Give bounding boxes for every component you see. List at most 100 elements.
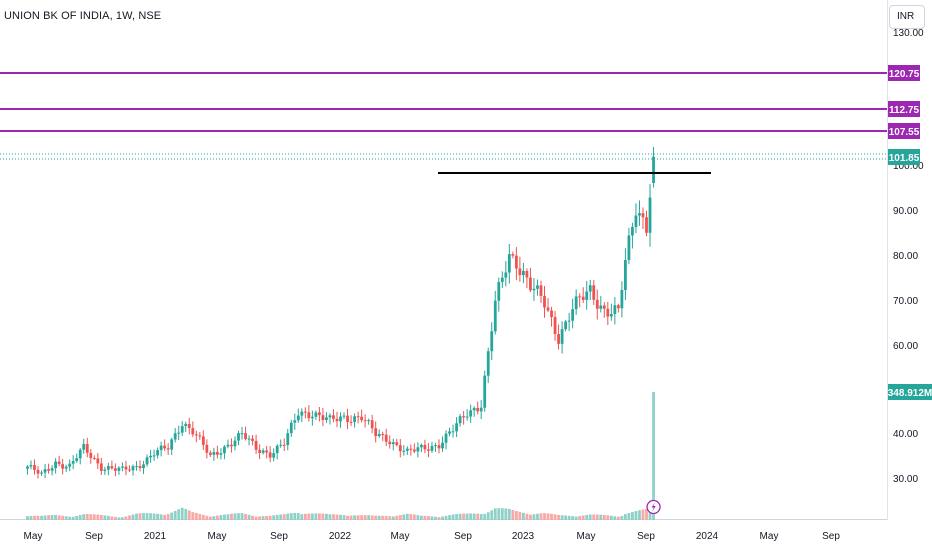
candle-body [54,461,58,469]
candle-body [99,463,103,471]
y-tick-label: 80.00 [893,251,918,262]
volume-bar [518,511,522,520]
volume-bar [539,513,543,520]
volume-bar [226,514,230,520]
volume-bar [620,515,624,520]
candle-body [152,455,156,457]
x-tick-label: 2024 [696,531,719,542]
volume-bar [578,516,582,520]
volume-bar [149,513,152,520]
candle-body [247,438,251,440]
candle-body [198,435,202,437]
volume-bar [335,514,339,520]
volume-bar [437,517,441,520]
candle-body [479,407,483,412]
volume-bar [543,513,546,520]
volume-bar [346,515,349,520]
candle-body [493,300,497,332]
volume-bar [310,513,314,520]
volume-bar [268,515,272,520]
candle-body [441,442,444,449]
candle-body [613,305,617,315]
candle-body [638,213,641,216]
volume-bar [595,514,599,520]
volume-bar [261,516,265,520]
volume-bar [430,516,434,520]
candle-body [226,444,230,447]
candle-body [578,296,582,298]
candle-body [462,416,466,418]
volume-bar [402,514,406,520]
candle-body [606,308,610,317]
candle-body [96,458,100,464]
candle-body [114,468,117,471]
volume-bar [483,513,487,520]
price-level-tag [888,65,920,81]
candle-body [92,458,96,460]
candle-body [398,445,402,452]
candle-body [332,415,335,419]
volume-bar [374,515,378,520]
volume-bar [328,514,332,520]
volume-bar [564,515,568,520]
candle-body [370,420,374,429]
candle-body [427,449,430,451]
candle-body [476,407,480,412]
volume-bar [553,514,557,520]
candle-body [599,305,603,309]
volume-bar [648,507,652,520]
candle-body [212,451,216,455]
volume-bar [507,509,511,520]
candle-body [532,288,536,291]
candle-body [412,449,416,452]
candle-body [592,285,596,300]
candle-body [156,450,160,456]
candle-body [318,412,321,416]
volume-bar [412,514,416,520]
candle-body [85,443,89,453]
volume-bar [490,510,494,520]
candle-body [616,305,620,309]
volume-bar [212,516,216,520]
candle-body [627,235,631,261]
candle-body [335,418,339,422]
candle-body [631,226,634,236]
volume-bar [57,515,61,520]
candle-body [170,439,174,450]
candle-body [159,445,163,451]
y-tick-label: 60.00 [893,341,918,352]
candle-body [78,449,82,459]
volume-bar [71,516,75,520]
volume-bar [353,515,356,520]
volume-bar [444,515,448,520]
x-tick-label: Sep [85,531,103,542]
candle-body [405,448,409,451]
candle-body [409,448,413,450]
volume-bar [511,509,515,520]
candle-body [567,320,571,322]
currency-selector[interactable]: INR [889,5,925,29]
candle-body [194,434,198,436]
volume-bar [616,516,620,520]
volume-bar [536,513,539,520]
candle-body [233,440,237,447]
volume-bar [198,513,202,520]
candle-body [360,416,364,421]
candle-body [402,450,406,452]
candle-body [265,450,269,453]
volume-bar [613,516,617,520]
candle-body [388,441,392,445]
candle-body [289,422,293,434]
candle-body [557,334,560,344]
candle-body [395,442,399,446]
volume-bar [388,516,392,520]
volume-bar [286,513,290,520]
volume-bar [177,509,181,520]
volume-bar [47,515,50,520]
candle-body [26,466,29,469]
candle-body [177,432,181,434]
candle-body [328,415,332,418]
volume-bar [99,514,103,520]
volume-bar [194,512,198,520]
